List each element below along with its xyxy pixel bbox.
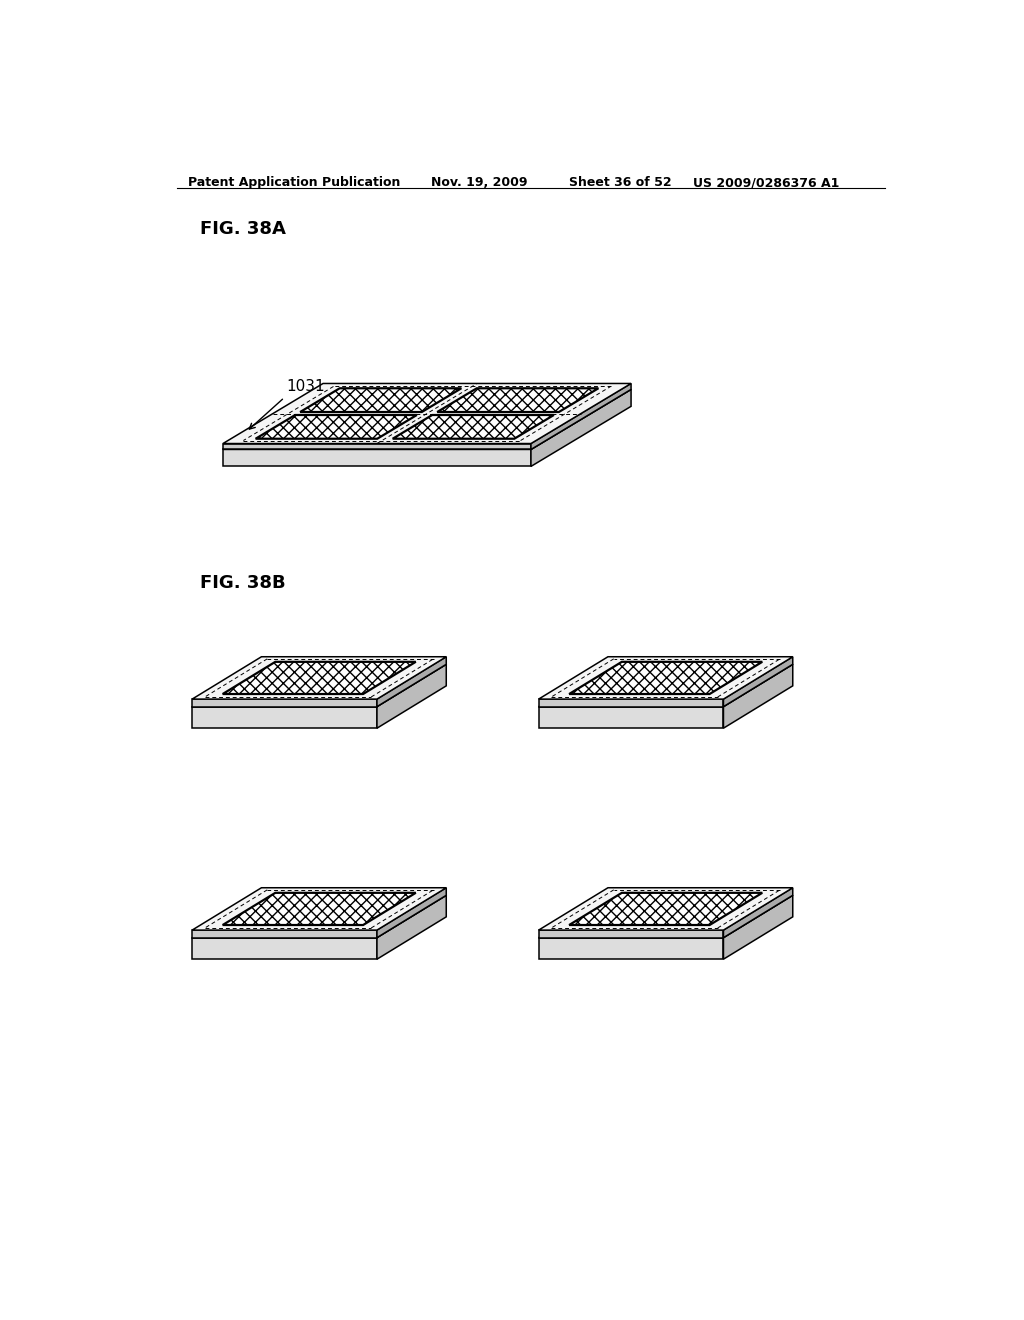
Polygon shape <box>531 389 631 466</box>
Polygon shape <box>193 931 377 937</box>
Polygon shape <box>222 661 416 694</box>
Polygon shape <box>223 389 631 449</box>
Polygon shape <box>377 888 446 937</box>
Text: FIG. 38A: FIG. 38A <box>200 220 286 238</box>
Polygon shape <box>193 657 446 700</box>
Polygon shape <box>193 664 446 706</box>
Polygon shape <box>193 700 377 706</box>
Polygon shape <box>223 444 531 449</box>
Polygon shape <box>193 895 446 937</box>
Polygon shape <box>539 888 793 931</box>
Polygon shape <box>377 657 446 706</box>
Polygon shape <box>377 664 446 729</box>
Polygon shape <box>193 888 446 931</box>
Text: Nov. 19, 2009: Nov. 19, 2009 <box>431 176 527 189</box>
Polygon shape <box>569 661 762 694</box>
Polygon shape <box>539 706 724 729</box>
Polygon shape <box>539 664 793 706</box>
Polygon shape <box>437 388 598 412</box>
Polygon shape <box>724 895 793 960</box>
Polygon shape <box>531 384 631 449</box>
Polygon shape <box>223 449 531 466</box>
Polygon shape <box>539 937 724 960</box>
Polygon shape <box>724 888 793 937</box>
Polygon shape <box>539 895 793 937</box>
Polygon shape <box>222 892 416 925</box>
Text: 1031: 1031 <box>286 379 325 395</box>
Text: Patent Application Publication: Patent Application Publication <box>188 176 400 189</box>
Polygon shape <box>193 706 377 729</box>
Polygon shape <box>539 657 793 700</box>
Polygon shape <box>377 895 446 960</box>
Polygon shape <box>256 414 417 438</box>
Polygon shape <box>223 384 631 444</box>
Text: Sheet 36 of 52: Sheet 36 of 52 <box>569 176 672 189</box>
Polygon shape <box>569 892 762 925</box>
Polygon shape <box>539 700 724 706</box>
Polygon shape <box>724 664 793 729</box>
Polygon shape <box>392 414 554 438</box>
Text: US 2009/0286376 A1: US 2009/0286376 A1 <box>692 176 839 189</box>
Polygon shape <box>193 937 377 960</box>
Polygon shape <box>539 931 724 937</box>
Text: FIG. 38B: FIG. 38B <box>200 574 286 593</box>
Polygon shape <box>724 657 793 706</box>
Polygon shape <box>300 388 462 412</box>
